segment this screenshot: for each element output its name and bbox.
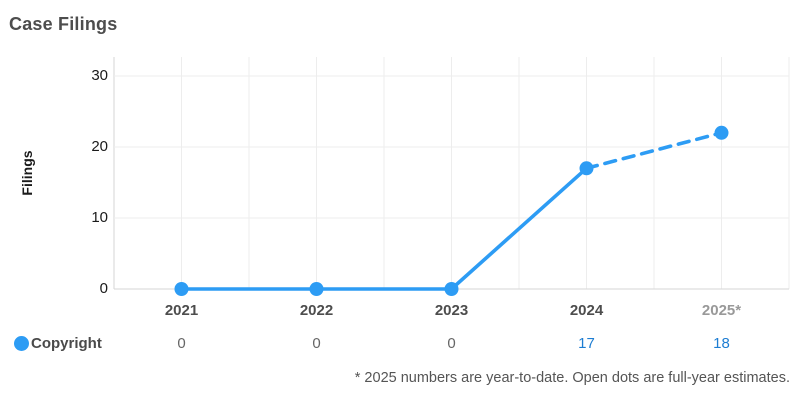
y-axis-label: Filings (19, 150, 35, 196)
x-category-label: 2023 (434, 302, 469, 319)
data-point-2022[interactable] (309, 282, 324, 296)
series-value: 0 (447, 335, 456, 352)
y-tick-label: 10 (91, 209, 108, 226)
legend-series-label: Copyright (31, 334, 102, 352)
series-value: 0 (312, 335, 321, 352)
y-tick-label: 30 (91, 67, 108, 84)
series-line-solid (179, 166, 589, 291)
x-category-label: 2022 (299, 302, 334, 319)
data-point-2023[interactable] (444, 282, 459, 296)
y-tick-label: 0 (99, 280, 108, 297)
series-line-dashed-estimate (584, 131, 724, 171)
legend-item-copyright[interactable]: Copyright (14, 334, 102, 352)
chart-footnote: * 2025 numbers are year-to-date. Open do… (354, 370, 790, 386)
data-point-2024[interactable] (579, 161, 594, 176)
series-value: 0 (177, 335, 186, 352)
data-point-2025[interactable] (714, 125, 729, 140)
legend-series-dot-icon (14, 335, 29, 351)
x-category-label: 2021 (164, 302, 199, 319)
x-category-label: 2025* (701, 302, 742, 319)
x-category-label: 2024 (569, 302, 604, 319)
chart-title: Case Filings (9, 14, 118, 34)
series-value: 18 (713, 335, 730, 352)
data-point-2021[interactable] (174, 282, 189, 296)
y-tick-label: 20 (91, 138, 108, 155)
series-value: 17 (578, 335, 595, 352)
vertical-gridlines (113, 57, 790, 289)
